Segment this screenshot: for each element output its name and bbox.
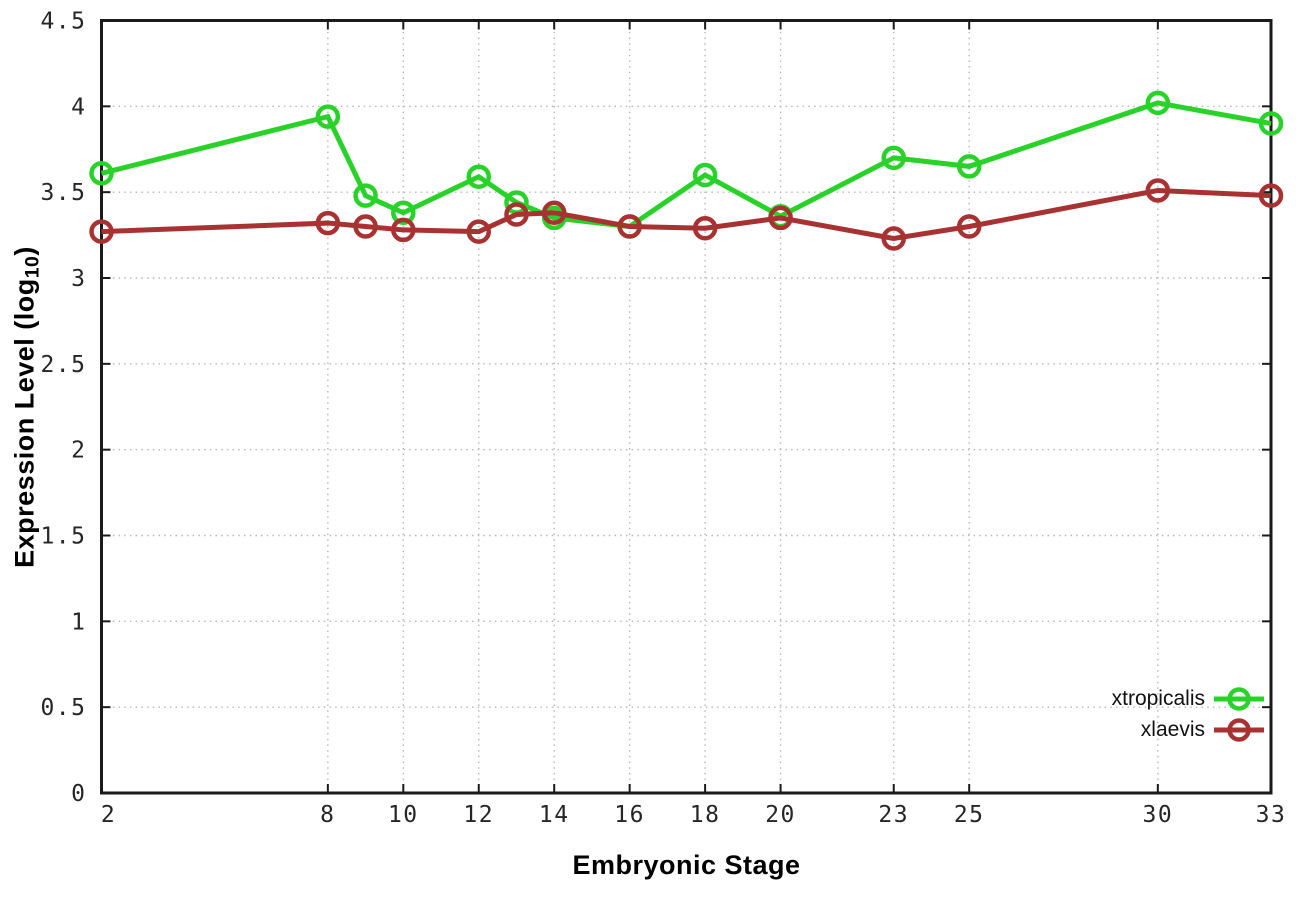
- y-tick-label: 2: [71, 438, 86, 464]
- series-xlaevis-line: [101, 187, 1272, 242]
- tick-marks: [100, 19, 1272, 794]
- data-point-xtropicalis-stage-8: [315, 104, 341, 129]
- x-tick-label: 16: [614, 802, 645, 828]
- x-tick-label: 18: [690, 802, 721, 828]
- x-tick-label: 20: [765, 802, 796, 828]
- x-tick-label: 25: [954, 802, 985, 828]
- y-tick-label: 4: [71, 94, 86, 120]
- gridlines: [100, 19, 1272, 794]
- series-xtropicalis-line: [100, 100, 1272, 230]
- y-tick-label: 2.5: [40, 352, 86, 378]
- y-tick-label: 1: [71, 609, 86, 635]
- data-point-xlaevis-stage-10: [391, 217, 416, 243]
- legend-item-xtropicalis: xtropicalis: [1112, 684, 1264, 713]
- data-point-xtropicalis-stage-9: [353, 183, 378, 208]
- data-point-xlaevis-stage-20: [768, 205, 793, 231]
- x-axis-title: Embryonic Stage: [572, 850, 801, 880]
- legend-item-xlaevis: xlaevis: [1112, 715, 1264, 744]
- x-tick-label: 23: [878, 802, 909, 828]
- x-tick-label: 33: [1256, 802, 1287, 828]
- data-point-xlaevis-stage-25: [956, 214, 982, 239]
- x-tick-label: 12: [463, 802, 494, 828]
- data-point-xlaevis-stage-8: [315, 210, 341, 236]
- data-point-xtropicalis-stage-33: [1258, 111, 1284, 136]
- data-point-xlaevis-stage-13: [504, 202, 529, 227]
- x-tick-labels: 2 8 10 12 14 16 18 20 23 25 30 33: [101, 802, 1287, 828]
- series-xlaevis-points: [89, 178, 1284, 251]
- y-tick-labels: 0 0.5 1 1.5 2 2.5 3 3.5 4 4.5: [40, 9, 86, 808]
- x-tick-label: 30: [1142, 802, 1173, 828]
- data-point-xlaevis-stage-18: [692, 215, 718, 241]
- plot-border: [100, 19, 1273, 795]
- y-tick-label: 3: [71, 266, 86, 292]
- y-tick-label: 1.5: [40, 524, 86, 550]
- data-point-xlaevis-stage-30: [1145, 178, 1171, 203]
- y-axis-title-prefix: Expression Level (log: [9, 278, 40, 568]
- xlaevis-series-marker-icon: [1214, 717, 1264, 742]
- y-tick-label: 4.5: [40, 9, 86, 35]
- y-tick-label: 3.5: [40, 180, 86, 206]
- xtropicalis-series-marker-icon: [1214, 686, 1264, 711]
- data-point-xtropicalis-stage-12: [466, 164, 492, 189]
- y-axis-title: Expression Level (log10): [10, 246, 45, 568]
- x-tick-label: 10: [388, 802, 419, 828]
- y-axis-title-suffix: ): [9, 246, 40, 256]
- x-tick-label: 8: [320, 802, 335, 828]
- data-point-xtropicalis-stage-30: [1145, 90, 1171, 116]
- data-point-xtropicalis-stage-10: [391, 200, 416, 226]
- data-point-xlaevis-stage-12: [466, 219, 492, 244]
- y-axis-title-subscript: 10: [21, 255, 44, 279]
- legend: xtropicalis xlaevis: [1112, 684, 1264, 744]
- data-point-xlaevis-stage-14: [541, 200, 567, 226]
- y-tick-label: 0.5: [40, 695, 86, 721]
- data-point-xtropicalis-stage-25: [956, 154, 982, 179]
- legend-label-xlaevis: xlaevis: [1140, 717, 1205, 741]
- data-point-xtropicalis-stage-23: [881, 145, 906, 171]
- y-tick-label: 0: [71, 781, 86, 807]
- x-tick-label: 14: [539, 802, 570, 828]
- data-point-xlaevis-stage-23: [881, 226, 906, 251]
- data-point-xlaevis-stage-16: [617, 214, 642, 239]
- legend-label-xtropicalis: xtropicalis: [1111, 686, 1205, 710]
- data-point-xlaevis-stage-2: [89, 219, 114, 244]
- data-point-xlaevis-stage-33: [1258, 183, 1284, 208]
- x-tick-label: 2: [101, 802, 116, 828]
- data-point-xtropicalis-stage-18: [692, 162, 718, 188]
- data-point-xtropicalis-stage-2: [89, 161, 114, 186]
- data-point-xlaevis-stage-9: [353, 214, 378, 239]
- series-xtropicalis-points: [89, 90, 1284, 239]
